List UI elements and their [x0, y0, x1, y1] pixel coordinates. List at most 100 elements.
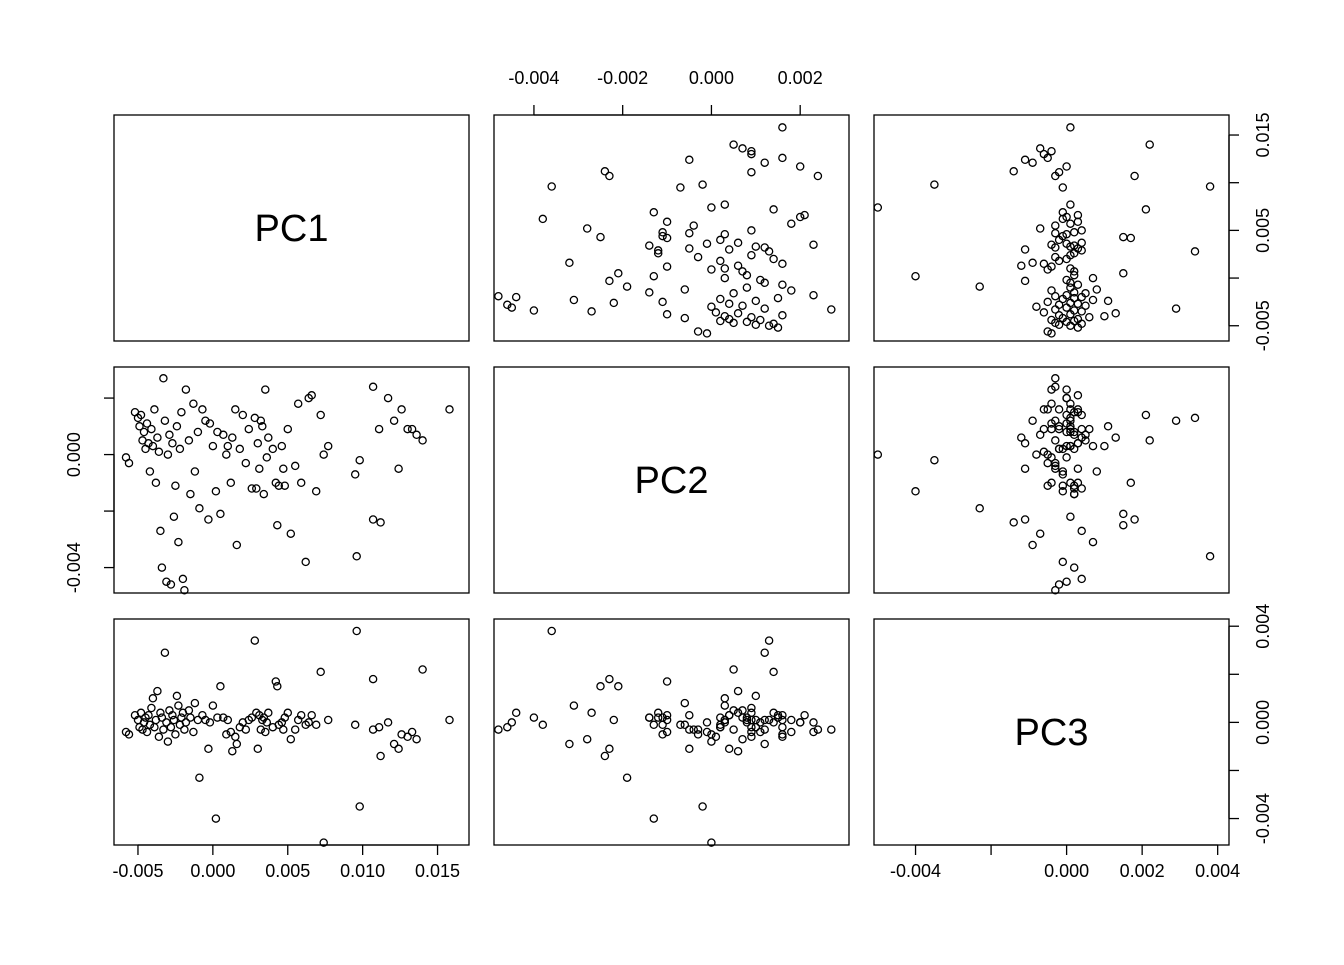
point-pc1-vs-pc2-77 [685, 228, 694, 238]
point-pc2-vs-pc1-65 [255, 464, 264, 473]
point-pc3-vs-pc2-27 [609, 715, 619, 725]
point-pc1-vs-pc3-103 [1047, 146, 1056, 156]
point-pc2-vs-pc1-42 [198, 405, 207, 414]
point-pc3-vs-pc2-3 [764, 715, 774, 725]
point-pc2-vs-pc1-103 [407, 424, 417, 434]
top-axis-pc2-tick-label: -0.002 [597, 68, 648, 88]
point-pc1-vs-pc3-93 [930, 180, 939, 189]
point-pc1-vs-pc2-17 [711, 308, 721, 317]
point-pc2-vs-pc3-33 [1077, 574, 1086, 584]
right-axis-pc3-tick-label: 0.000 [1253, 700, 1273, 745]
point-pc3-vs-pc1-49 [216, 682, 225, 691]
bottom-axis-pc1-tick-label: -0.005 [112, 861, 163, 881]
point-pc3-vs-pc1-38 [189, 727, 198, 737]
point-pc3-vs-pc2-82 [787, 715, 796, 725]
top-axis-pc2-tick-label: 0.000 [689, 68, 734, 88]
point-pc3-vs-pc1-45 [205, 718, 215, 727]
point-pc1-vs-pc2-85 [795, 212, 805, 222]
point-pc2-vs-pc3-67 [1066, 422, 1075, 431]
point-pc2-vs-pc1-22 [162, 577, 171, 586]
point-pc3-vs-pc2-78 [658, 713, 667, 722]
point-pc1-vs-pc3-45 [1062, 275, 1071, 285]
point-pc2-vs-pc3-101 [1043, 405, 1052, 414]
point-pc1-vs-pc2-71 [733, 238, 743, 248]
point-pc2-vs-pc1-102 [403, 424, 412, 434]
point-pc2-vs-pc1-18 [156, 526, 165, 536]
point-pc2-vs-pc1-16 [153, 433, 162, 442]
point-pc1-vs-pc2-25 [503, 300, 512, 310]
point-pc2-vs-pc1-77 [279, 464, 288, 473]
point-pc1-vs-pc3-35 [1062, 290, 1071, 300]
point-pc2-vs-pc3-5 [1077, 410, 1086, 420]
point-pc2-vs-pc1-96 [374, 424, 384, 434]
point-pc2-vs-pc1-75 [274, 481, 284, 490]
point-pc2-vs-pc1-25 [166, 580, 176, 589]
point-pc2-vs-pc3-59 [1051, 458, 1060, 468]
point-pc2-vs-pc3-95 [1130, 515, 1139, 524]
point-pc3-vs-pc2-50 [738, 713, 747, 722]
point-pc1-vs-pc2-67 [751, 242, 761, 251]
point-pc2-vs-pc3-87 [1058, 487, 1068, 496]
right-axis-pc3-tick-label: -0.004 [1253, 793, 1273, 844]
point-pc3-vs-pc1-9 [142, 727, 152, 737]
point-pc2-vs-pc1-106 [445, 405, 454, 414]
point-pc2-vs-pc1-91 [350, 470, 360, 479]
point-pc1-vs-pc2-15 [662, 310, 672, 319]
point-pc1-vs-pc3-100 [1020, 155, 1030, 165]
point-pc2-vs-pc3-73 [1126, 478, 1136, 488]
point-pc2-vs-pc3-4 [1054, 422, 1064, 431]
point-pc3-vs-pc2-75 [658, 720, 667, 730]
point-pc1-vs-pc2-91 [676, 183, 685, 192]
point-pc3-vs-pc2-2 [773, 710, 783, 720]
point-pc1-vs-pc2-1 [693, 327, 703, 336]
point-pc1-vs-pc2-98 [795, 162, 805, 171]
point-pc2-vs-pc1-45 [205, 419, 215, 428]
point-pc2-vs-pc1-80 [286, 529, 296, 538]
point-pc1-vs-pc2-42 [778, 280, 787, 289]
point-pc3-vs-pc2-42 [778, 710, 787, 720]
point-pc1-vs-pc3-39 [1092, 285, 1102, 294]
point-pc3-vs-pc2-92 [547, 626, 556, 636]
point-pc3-vs-pc2-87 [649, 720, 659, 730]
point-pc1-vs-pc3-47 [911, 271, 920, 281]
point-pc1-vs-pc3-76 [1062, 229, 1071, 239]
point-pc3-vs-pc1-86 [307, 710, 316, 720]
point-pc2-vs-pc1-21 [160, 416, 170, 425]
point-pc2-vs-pc3-83 [1073, 478, 1083, 488]
point-pc3-vs-pc1-46 [208, 701, 218, 710]
point-pc1-vs-pc2-86 [800, 210, 809, 220]
point-pc1-vs-pc2-90 [720, 200, 730, 209]
point-pc3-vs-pc1-32 [177, 713, 186, 722]
point-pc3-vs-pc2-73 [662, 677, 672, 686]
point-pc1-vs-pc2-28 [658, 297, 667, 307]
point-pc3-vs-pc1-26 [168, 710, 177, 720]
point-pc1-vs-pc2-14 [778, 311, 787, 320]
point-pc2-vs-pc3-19 [1069, 563, 1079, 572]
point-pc3-vs-pc2-15 [662, 715, 672, 725]
point-pc2-vs-pc1-99 [389, 416, 399, 425]
point-pc2-vs-pc3-6 [1051, 436, 1060, 445]
point-pc2-vs-pc3-50 [1069, 430, 1079, 440]
point-pc3-vs-pc1-47 [211, 814, 221, 823]
point-pc3-vs-pc2-104 [738, 734, 747, 744]
point-pc3-vs-pc2-79 [747, 708, 756, 718]
panel-pc3-pc2 [493, 618, 850, 846]
bottom-axis-pc3-tick-label: 0.000 [1044, 861, 1089, 881]
point-pc1-vs-pc3-80 [1035, 224, 1045, 233]
point-pc3-vs-pc2-43 [760, 715, 769, 725]
point-pc2-vs-pc1-41 [195, 504, 204, 513]
point-pc2-vs-pc1-86 [307, 391, 316, 400]
point-pc2-vs-pc3-103 [1047, 424, 1056, 434]
point-pc2-vs-pc3-74 [1119, 520, 1128, 530]
point-pc1-vs-pc3-42 [1073, 280, 1083, 289]
point-pc3-vs-pc1-74 [273, 682, 282, 691]
bottom-axis-pc1-tick-label: 0.010 [340, 861, 385, 881]
point-pc3-vs-pc1-104 [412, 734, 421, 744]
point-pc2-vs-pc3-86 [1073, 391, 1083, 400]
point-pc2-vs-pc3-92 [1205, 552, 1215, 561]
point-pc3-vs-pc1-91 [350, 720, 360, 730]
point-pc1-vs-pc3-55 [1039, 259, 1049, 269]
point-pc2-vs-pc1-81 [290, 461, 300, 471]
point-pc1-vs-pc2-100 [685, 155, 694, 165]
point-pc2-vs-pc1-98 [383, 393, 393, 403]
